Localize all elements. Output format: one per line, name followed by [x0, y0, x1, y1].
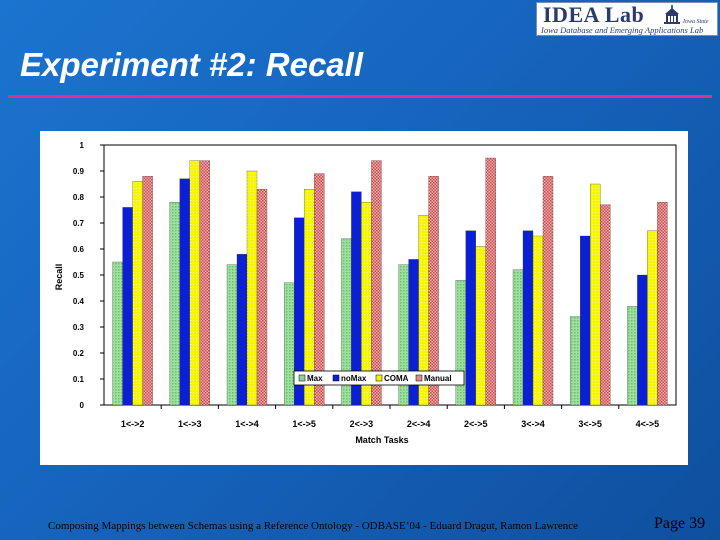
- bar-max-2: [169, 202, 180, 406]
- bar-manual-6: [428, 176, 439, 406]
- legend-swatch-coma: [375, 374, 383, 382]
- bar-nomax-7: [465, 230, 476, 406]
- bar-coma-9: [590, 183, 601, 406]
- bar-nomax-8: [522, 230, 534, 406]
- bar-manual-2: [199, 160, 210, 406]
- chart-legend: Max noMax COMA Manual: [293, 370, 465, 386]
- slide-title: Experiment #2: Recall: [20, 46, 363, 83]
- y-tick-label: 0.7: [73, 219, 85, 228]
- bar-manual-4: [314, 173, 325, 406]
- slide-footer: Composing Mappings between Schemas using…: [48, 520, 579, 532]
- bar-manual-7: [485, 157, 496, 406]
- bar-manual-3: [256, 189, 268, 406]
- bar-max-1: [112, 261, 123, 406]
- x-tick-label: 1<->4: [235, 419, 259, 429]
- recall-bar-chart: 0 0.1 0.2 0.3 0.4 0.5 0.6 0.7 0.8 0.9 1 1<->2 1<->3 1…: [54, 141, 677, 445]
- x-tick-label: 2<->4: [407, 419, 431, 429]
- x-tick-label: 1<->5: [292, 419, 316, 429]
- y-tick-label: 0.9: [73, 167, 85, 176]
- title-divider: [8, 95, 712, 98]
- y-tick-label: 0.5: [73, 271, 85, 280]
- logo-emblem-text: Iowa State: [683, 19, 709, 25]
- x-axis-title: Match Tasks: [355, 435, 408, 445]
- bar-max-4: [284, 282, 295, 406]
- x-tick-label: 3<->5: [578, 419, 602, 429]
- x-tick-label: 2<->3: [350, 419, 374, 429]
- bar-nomax-9: [580, 235, 591, 406]
- legend-swatch-manual: [415, 374, 423, 382]
- bar-nomax-10: [637, 274, 648, 406]
- y-tick-label: 0.8: [73, 193, 85, 202]
- x-tick-label: 1<->3: [178, 419, 202, 429]
- x-tick-label: 4<->5: [636, 419, 660, 429]
- bar-manual-9: [600, 204, 611, 406]
- university-building-icon: [664, 5, 680, 24]
- y-tick-label: 0.2: [73, 349, 85, 358]
- bar-coma-3: [246, 170, 258, 406]
- x-tick-label: 2<->5: [464, 419, 488, 429]
- y-tick-label: 0.6: [73, 245, 85, 254]
- bars-layer: [112, 157, 668, 406]
- legend-swatch-max: [298, 374, 306, 382]
- bar-max-7: [455, 280, 466, 406]
- legend-label-manual: Manual: [424, 374, 452, 383]
- bar-manual-8: [542, 176, 554, 406]
- legend-label-coma: COMA: [384, 374, 409, 383]
- bar-manual-1: [142, 176, 153, 406]
- bar-max-10: [627, 306, 638, 406]
- bar-max-8: [512, 269, 524, 406]
- y-tick-label: 0.1: [73, 375, 85, 384]
- bar-max-9: [570, 316, 581, 406]
- y-tick-label: 1: [80, 141, 85, 150]
- legend-swatch-nomax: [332, 374, 340, 382]
- idea-lab-logo: IDEA Lab Iowa Database and Emerging Appl…: [536, 2, 718, 36]
- bar-coma-2: [189, 160, 200, 406]
- y-tick-label: 0.3: [73, 323, 85, 332]
- x-tick-label: 3<->4: [521, 419, 545, 429]
- bar-coma-7: [475, 246, 486, 406]
- bar-coma-1: [132, 181, 143, 406]
- bar-nomax-2: [179, 178, 190, 406]
- page-number: Page 39: [654, 515, 706, 532]
- bar-manual-10: [657, 202, 668, 406]
- logo-subtitle: Iowa Database and Emerging Applications …: [541, 25, 704, 35]
- bar-coma-10: [647, 230, 658, 406]
- bar-max-3: [226, 264, 238, 406]
- logo-title: IDEA Lab: [543, 2, 645, 27]
- x-tick-label: 1<->2: [121, 419, 145, 429]
- recall-chart: 0 0.1 0.2 0.3 0.4 0.5 0.6 0.7 0.8 0.9 1 1<->2 1<->3 1…: [40, 131, 688, 465]
- bar-manual-5: [371, 160, 382, 406]
- y-tick-label: 0: [80, 401, 85, 410]
- legend-label-max: Max: [307, 374, 323, 383]
- y-tick-label: 0.4: [73, 297, 85, 306]
- legend-label-nomax: noMax: [341, 374, 367, 383]
- axis-layer: 0 0.1 0.2 0.3 0.4 0.5 0.6 0.7 0.8 0.9 1 1<->2 1<->3 1…: [73, 141, 659, 429]
- bar-nomax-1: [122, 207, 133, 406]
- bar-coma-8: [532, 235, 544, 406]
- bar-nomax-3: [236, 254, 248, 406]
- y-axis-title: Recall: [54, 264, 64, 291]
